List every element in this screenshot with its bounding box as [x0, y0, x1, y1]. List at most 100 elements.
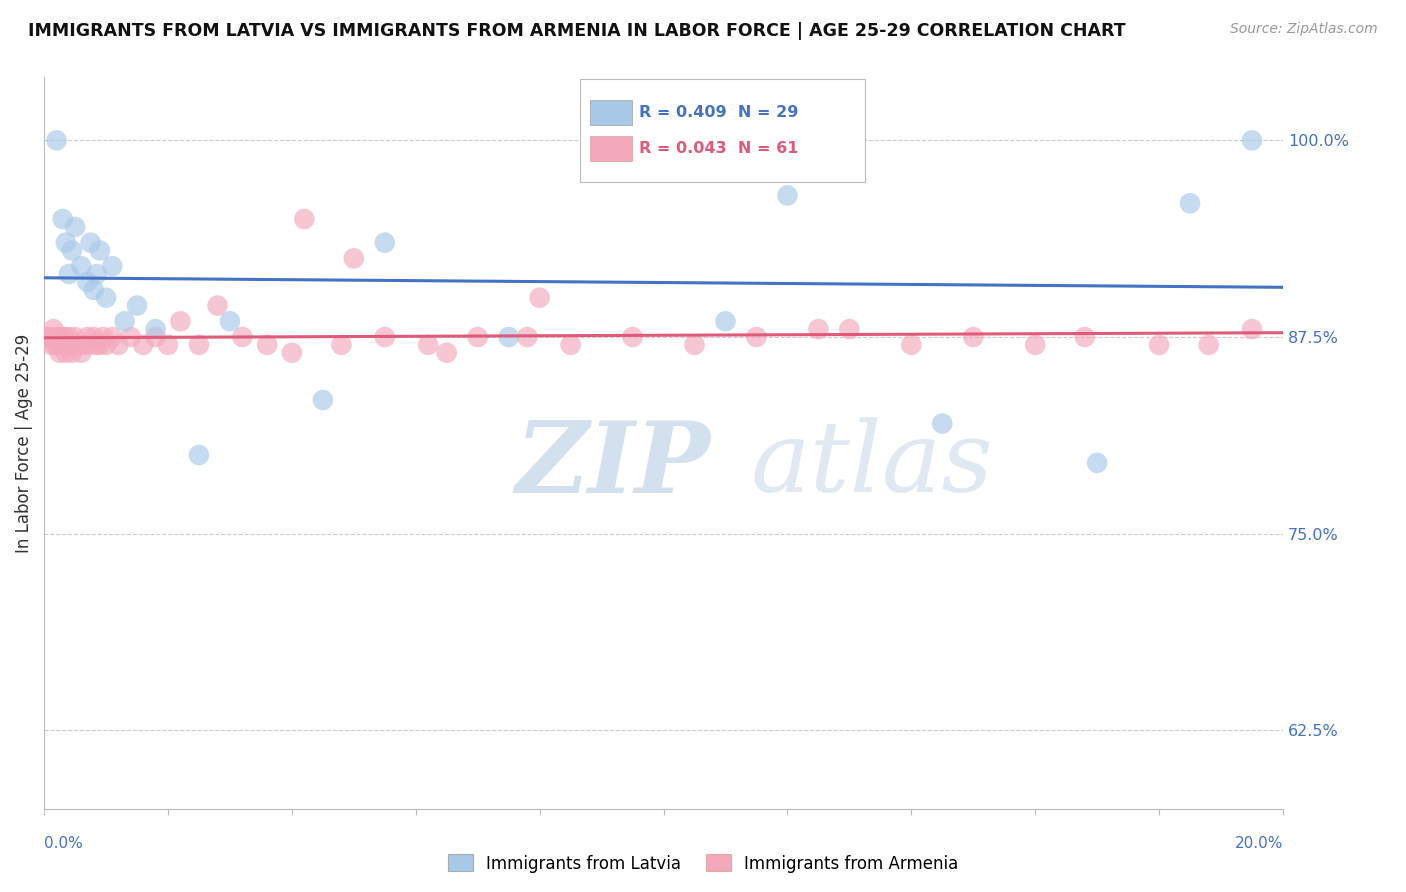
Point — [94, 291, 117, 305]
Point — [374, 235, 396, 250]
Point — [776, 188, 799, 202]
Point — [89, 338, 111, 352]
Point — [418, 338, 440, 352]
Point — [55, 235, 77, 250]
Point — [1147, 338, 1170, 352]
Point — [498, 330, 520, 344]
Point — [1198, 338, 1220, 352]
Point — [70, 259, 93, 273]
Point — [58, 267, 80, 281]
Point — [1074, 330, 1097, 344]
Point — [70, 345, 93, 359]
Point — [156, 338, 179, 352]
Text: ZIP: ZIP — [515, 417, 710, 514]
Point — [207, 299, 229, 313]
Point — [145, 322, 167, 336]
Point — [621, 133, 644, 147]
Point — [86, 267, 108, 281]
Point — [256, 338, 278, 352]
Point — [312, 392, 335, 407]
Point — [101, 330, 124, 344]
Point — [807, 322, 830, 336]
Point — [63, 330, 86, 344]
Point — [467, 330, 489, 344]
Point — [63, 219, 86, 234]
Point — [73, 338, 96, 352]
Point — [41, 338, 63, 352]
Point — [56, 338, 79, 352]
Point — [60, 345, 83, 359]
Point — [52, 212, 75, 227]
Point — [516, 330, 538, 344]
Point — [714, 314, 737, 328]
Point — [48, 345, 70, 359]
Point — [91, 330, 114, 344]
Point — [52, 338, 75, 352]
Point — [931, 417, 953, 431]
Point — [169, 314, 191, 328]
Point — [76, 330, 98, 344]
Point — [67, 338, 90, 352]
Point — [86, 338, 108, 352]
Point — [1240, 322, 1263, 336]
Point — [79, 235, 101, 250]
Point — [560, 338, 582, 352]
Point — [101, 259, 124, 273]
Point — [343, 252, 366, 266]
Point — [42, 322, 65, 336]
Point — [76, 275, 98, 289]
Point — [188, 448, 211, 462]
Point — [219, 314, 242, 328]
Point — [114, 314, 136, 328]
Point — [683, 338, 706, 352]
Point — [231, 330, 253, 344]
Point — [1024, 338, 1046, 352]
Point — [145, 330, 167, 344]
Text: 0.0%: 0.0% — [44, 836, 83, 851]
Point — [900, 338, 922, 352]
Point — [838, 322, 860, 336]
Text: R = 0.043  N = 61: R = 0.043 N = 61 — [638, 141, 799, 156]
Text: 20.0%: 20.0% — [1234, 836, 1282, 851]
Point — [58, 330, 80, 344]
Point — [60, 244, 83, 258]
Point — [132, 338, 155, 352]
Point — [55, 345, 77, 359]
Point — [83, 330, 105, 344]
Point — [436, 345, 458, 359]
Point — [45, 330, 67, 344]
Point — [51, 330, 73, 344]
Text: atlas: atlas — [751, 417, 993, 513]
Point — [330, 338, 353, 352]
Text: IMMIGRANTS FROM LATVIA VS IMMIGRANTS FROM ARMENIA IN LABOR FORCE | AGE 25-29 COR: IMMIGRANTS FROM LATVIA VS IMMIGRANTS FRO… — [28, 22, 1126, 40]
Point — [281, 345, 304, 359]
Point — [44, 338, 66, 352]
Point — [89, 244, 111, 258]
Point — [292, 212, 315, 227]
Point — [1240, 133, 1263, 147]
Point — [1178, 196, 1201, 211]
Point — [45, 133, 67, 147]
Point — [79, 338, 101, 352]
Point — [621, 330, 644, 344]
Point — [125, 299, 148, 313]
Point — [107, 338, 129, 352]
Text: R = 0.409  N = 29: R = 0.409 N = 29 — [638, 105, 799, 120]
Text: Source: ZipAtlas.com: Source: ZipAtlas.com — [1230, 22, 1378, 37]
Y-axis label: In Labor Force | Age 25-29: In Labor Force | Age 25-29 — [15, 334, 32, 553]
Point — [83, 283, 105, 297]
Point — [529, 291, 551, 305]
Point — [37, 330, 59, 344]
Legend: Immigrants from Latvia, Immigrants from Armenia: Immigrants from Latvia, Immigrants from … — [441, 847, 965, 880]
Point — [46, 338, 69, 352]
Point — [745, 330, 768, 344]
Point — [59, 338, 82, 352]
Point — [120, 330, 142, 344]
Point — [1085, 456, 1108, 470]
Point — [94, 338, 117, 352]
Point — [52, 330, 75, 344]
Point — [962, 330, 984, 344]
Point — [374, 330, 396, 344]
Point — [188, 338, 211, 352]
Point — [39, 330, 62, 344]
